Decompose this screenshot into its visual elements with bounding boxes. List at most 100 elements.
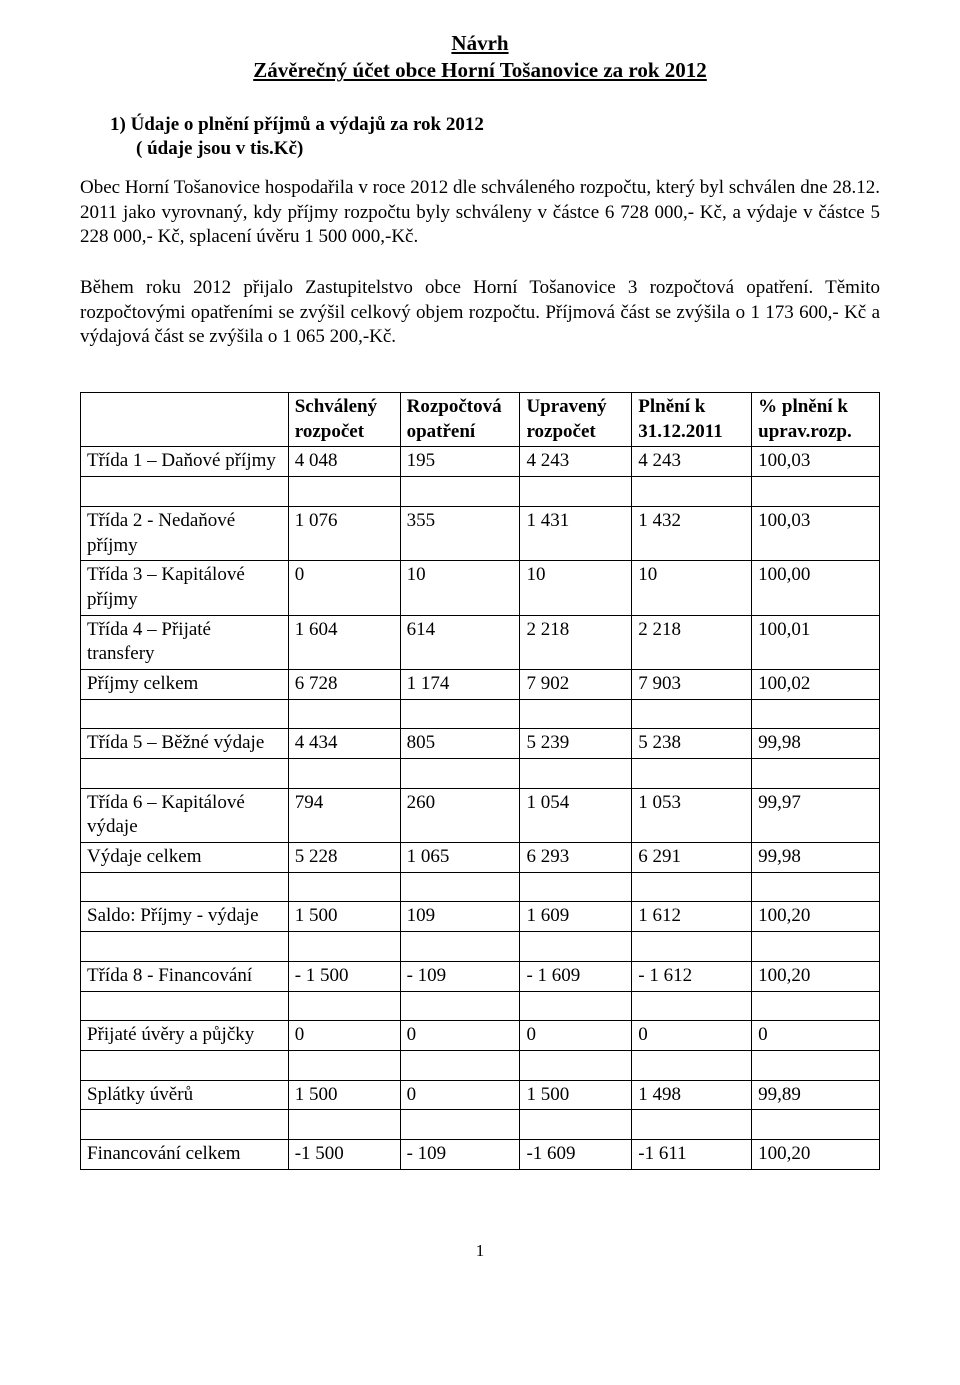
table-cell: 10 (632, 561, 752, 615)
row-label: Třída 4 – Přijaté transfery (81, 615, 289, 669)
section-1-heading-block: 1) Údaje o plnění příjmů a výdajů za rok… (80, 113, 880, 162)
table-cell-empty (81, 1050, 289, 1080)
table-cell: 6 291 (632, 843, 752, 873)
table-cell: 0 (400, 1080, 520, 1110)
table-cell-empty (520, 1050, 632, 1080)
table-cell: 5 238 (632, 729, 752, 759)
row-label: Třída 1 – Daňové příjmy (81, 447, 289, 477)
table-cell-empty (288, 477, 400, 507)
table-cell: -1 500 (288, 1139, 400, 1169)
table-cell: - 1 500 (288, 961, 400, 991)
table-cell-empty (632, 699, 752, 729)
table-cell-empty (632, 991, 752, 1021)
table-cell: 0 (520, 1021, 632, 1051)
table-cell: 0 (632, 1021, 752, 1051)
table-cell: 100,01 (752, 615, 880, 669)
row-label: Třída 6 – Kapitálové výdaje (81, 788, 289, 842)
table-cell-empty (752, 699, 880, 729)
table-cell-empty (752, 477, 880, 507)
table-cell: 100,20 (752, 961, 880, 991)
row-label: Přijaté úvěry a půjčky (81, 1021, 289, 1051)
table-cell: 355 (400, 506, 520, 560)
table-row (81, 872, 880, 902)
table-cell-empty (400, 932, 520, 962)
table-cell: 1 432 (632, 506, 752, 560)
budget-table: Schválený rozpočet Rozpočtová opatření U… (80, 392, 880, 1170)
table-cell: 7 902 (520, 669, 632, 699)
table-cell: 0 (752, 1021, 880, 1051)
table-row: Třída 2 - Nedaňové příjmy1 0763551 4311 … (81, 506, 880, 560)
row-label: Třída 3 – Kapitálové příjmy (81, 561, 289, 615)
table-cell: 1 604 (288, 615, 400, 669)
title-line-2: Závěrečný účet obce Horní Tošanovice za … (80, 57, 880, 84)
table-cell: 100,03 (752, 506, 880, 560)
table-cell: 260 (400, 788, 520, 842)
table-cell: 1 431 (520, 506, 632, 560)
table-cell: 4 243 (632, 447, 752, 477)
table-cell: 100,00 (752, 561, 880, 615)
table-cell-empty (752, 1110, 880, 1140)
table-cell: 100,20 (752, 902, 880, 932)
paragraph-2: Během roku 2012 přijalo Zastupitelstvo o… (80, 276, 880, 350)
table-cell: 614 (400, 615, 520, 669)
table-cell: 0 (400, 1021, 520, 1051)
table-row: Třída 6 – Kapitálové výdaje7942601 0541 … (81, 788, 880, 842)
table-cell: 2 218 (632, 615, 752, 669)
table-cell-empty (288, 872, 400, 902)
table-cell: 99,98 (752, 843, 880, 873)
table-cell: 1 498 (632, 1080, 752, 1110)
table-cell-empty (400, 1110, 520, 1140)
table-cell-empty (520, 759, 632, 789)
table-row: Třída 1 – Daňové příjmy4 0481954 2434 24… (81, 447, 880, 477)
table-header-row: Schválený rozpočet Rozpočtová opatření U… (81, 393, 880, 447)
table-cell-empty (632, 759, 752, 789)
table-body: Třída 1 – Daňové příjmy4 0481954 2434 24… (81, 447, 880, 1169)
table-cell-empty (81, 1110, 289, 1140)
table-cell-empty (752, 932, 880, 962)
table-cell-empty (81, 872, 289, 902)
table-cell: 1 053 (632, 788, 752, 842)
col-header-5: % plnění k uprav.rozp. (752, 393, 880, 447)
table-cell-empty (400, 699, 520, 729)
table-cell: - 109 (400, 1139, 520, 1169)
table-cell: 5 239 (520, 729, 632, 759)
table-row (81, 759, 880, 789)
table-cell-empty (632, 477, 752, 507)
table-cell-empty (81, 477, 289, 507)
table-cell-empty (400, 759, 520, 789)
table-cell-empty (520, 1110, 632, 1140)
table-cell: 794 (288, 788, 400, 842)
table-cell-empty (520, 872, 632, 902)
table-cell: 1 609 (520, 902, 632, 932)
table-cell-empty (288, 759, 400, 789)
table-cell: 109 (400, 902, 520, 932)
table-cell-empty (81, 932, 289, 962)
table-cell-empty (288, 1110, 400, 1140)
table-row: Saldo: Příjmy - výdaje1 5001091 6091 612… (81, 902, 880, 932)
section-1-heading: 1) Údaje o plnění příjmů a výdajů za rok… (110, 113, 880, 138)
table-cell: - 109 (400, 961, 520, 991)
section-1-subheading: ( údaje jsou v tis.Kč) (136, 137, 880, 162)
table-cell-empty (520, 699, 632, 729)
table-cell: 1 174 (400, 669, 520, 699)
table-row (81, 991, 880, 1021)
row-label: Splátky úvěrů (81, 1080, 289, 1110)
table-cell-empty (632, 1110, 752, 1140)
table-row: Přijaté úvěry a půjčky00000 (81, 1021, 880, 1051)
table-row (81, 699, 880, 729)
table-cell-empty (520, 477, 632, 507)
table-cell-empty (400, 1050, 520, 1080)
table-cell: 1 500 (288, 902, 400, 932)
table-row (81, 477, 880, 507)
table-row: Třída 5 – Běžné výdaje4 4348055 2395 238… (81, 729, 880, 759)
table-cell-empty (81, 991, 289, 1021)
table-cell: 100,03 (752, 447, 880, 477)
table-cell: 100,20 (752, 1139, 880, 1169)
table-cell: 99,97 (752, 788, 880, 842)
table-cell-empty (288, 699, 400, 729)
table-cell: 99,98 (752, 729, 880, 759)
table-cell: -1 611 (632, 1139, 752, 1169)
table-cell: 6 293 (520, 843, 632, 873)
table-cell: 10 (520, 561, 632, 615)
table-cell-empty (288, 932, 400, 962)
